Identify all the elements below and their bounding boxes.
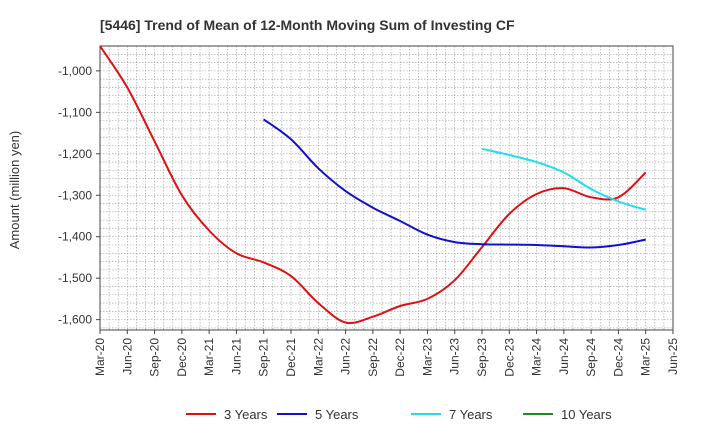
- x-tick-label: Jun-22: [339, 338, 353, 375]
- x-tick-label: Dec-20: [175, 338, 189, 377]
- x-tick-label: Sep-22: [366, 338, 380, 377]
- x-tick-label: Mar-24: [530, 338, 544, 376]
- y-axis-ticks: -1,000 -1,100 -1,200 -1,300 -1,400 -1,500 -1,6…: [58, 64, 100, 327]
- y-axis-label: Amount (million yen): [7, 131, 22, 250]
- chart-title: [5446] Trend of Mean of 12-Month Moving …: [100, 17, 515, 33]
- x-tick-label: Dec-21: [284, 338, 298, 377]
- series-line-5-years: [263, 118, 646, 249]
- x-axis-ticks: Mar-20 Jun-20 Sep-20 Dec-20 Mar-21 Jun-21 Sep-…: [93, 330, 680, 377]
- y-tick-label: -1,200: [58, 147, 92, 161]
- series-line-3-years: [99, 45, 647, 325]
- x-tick-label: Mar-25: [639, 338, 653, 376]
- y-tick-label: -1,600: [58, 313, 92, 327]
- legend-label-3-years: 3 Years: [224, 407, 268, 422]
- y-tick-label: -1,100: [58, 105, 92, 119]
- x-tick-label: Mar-23: [420, 338, 434, 376]
- y-tick-label: -1,500: [58, 271, 92, 285]
- x-tick-label: Sep-20: [148, 338, 162, 377]
- series-line-7-years: [481, 147, 646, 211]
- x-tick-label: Jun-24: [557, 338, 571, 375]
- x-tick-label: Mar-21: [202, 338, 216, 376]
- x-tick-label: Dec-22: [393, 338, 407, 377]
- y-tick-label: -1,000: [58, 64, 92, 78]
- x-tick-label: Mar-20: [93, 338, 107, 376]
- legend-label-10-years: 10 Years: [561, 407, 612, 422]
- x-tick-label: Jun-20: [120, 338, 134, 375]
- x-tick-label: Jun-25: [666, 338, 680, 375]
- x-tick-label: Mar-22: [311, 338, 325, 376]
- legend: 3 Years 5 Years 7 Years 10 Years: [186, 407, 612, 422]
- grid: [99, 45, 674, 330]
- plot-frame: [99, 45, 674, 331]
- x-tick-label: Sep-23: [475, 338, 489, 377]
- x-tick-label: Jun-21: [229, 338, 243, 375]
- x-tick-label: Dec-24: [611, 338, 625, 377]
- y-tick-label: -1,400: [58, 230, 92, 244]
- x-tick-label: Sep-21: [257, 338, 271, 377]
- x-tick-label: Sep-24: [584, 338, 598, 377]
- x-tick-label: Dec-23: [502, 338, 516, 377]
- y-tick-label: -1,300: [58, 188, 92, 202]
- legend-label-5-years: 5 Years: [315, 407, 359, 422]
- x-tick-label: Jun-23: [448, 338, 462, 375]
- legend-label-7-years: 7 Years: [449, 407, 493, 422]
- series-layer: [99, 45, 647, 325]
